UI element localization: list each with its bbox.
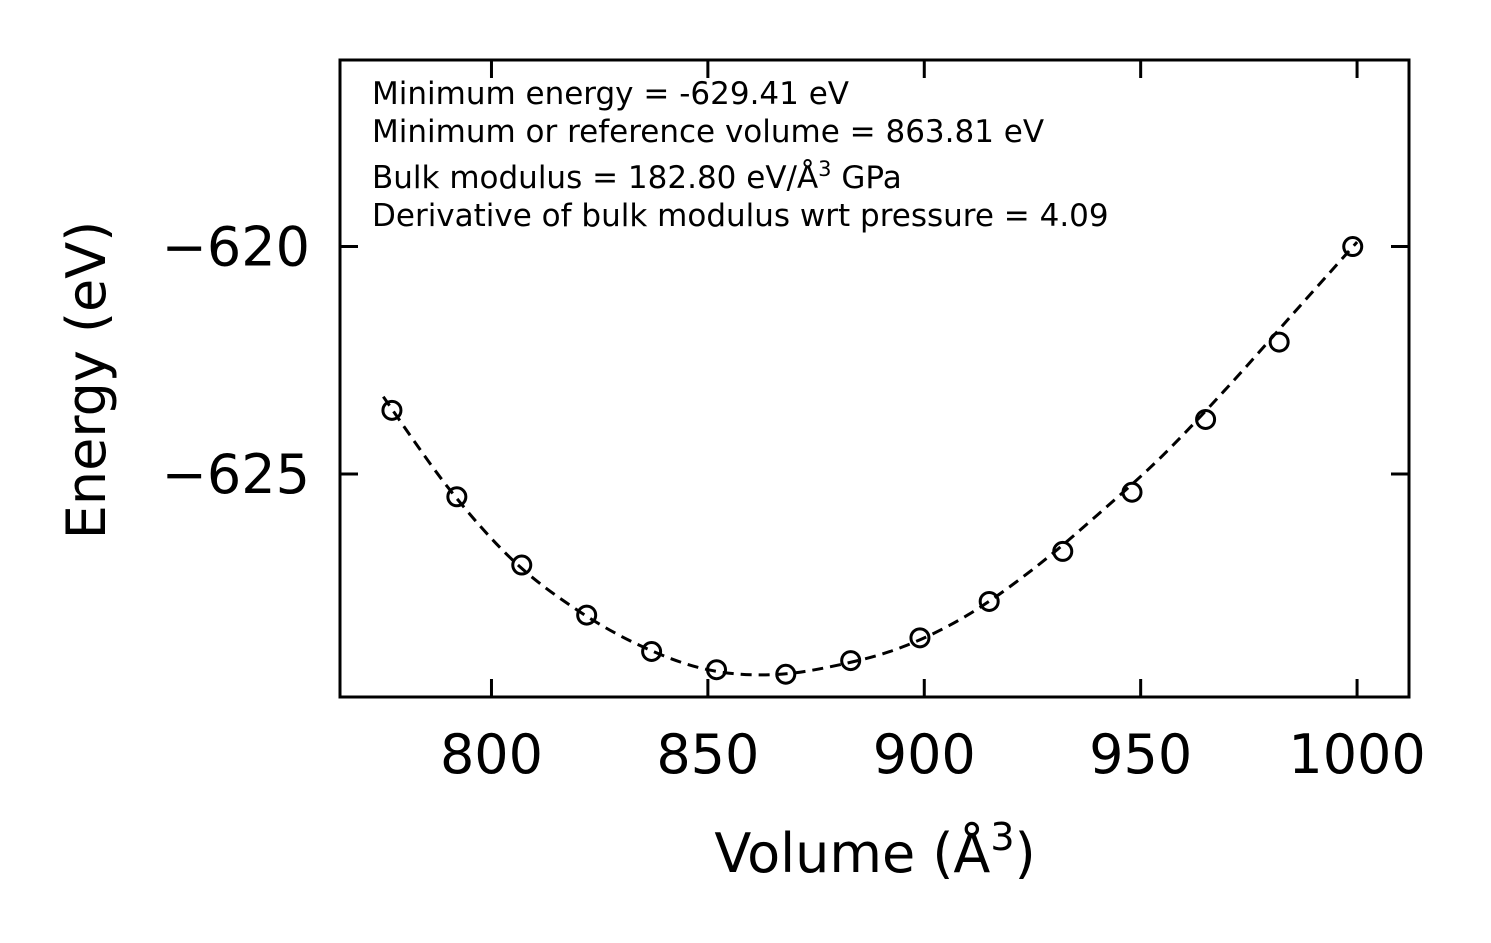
tick-labels: 800 850 900 950 1000 −620 −625 [162,216,1426,786]
data-points [381,236,1364,685]
data-point-13 [1268,331,1290,353]
data-point-2 [511,554,533,576]
bulk-modulus-sup: 3 [818,157,831,181]
data-point-3 [576,604,598,626]
data-point-1 [446,486,468,508]
annotation-min-volume: Minimum or reference volume = 863.81 eV [372,114,1044,150]
bulk-modulus-unit: GPa [832,160,902,196]
x-tick-label-800: 800 [440,723,543,786]
annotation-bulk-modulus: Bulk modulus = 182.80 eV/Å3 GPa [372,157,902,196]
data-point-5 [706,659,728,681]
data-point-10 [1052,540,1074,562]
data-point-8 [909,627,931,649]
data-point-14 [1342,236,1364,258]
annotation-min-energy: Minimum energy = -629.41 eV [372,76,849,112]
x-axis-label: Volume (Å3) [714,815,1035,885]
data-point-6 [775,663,797,685]
x-tick-label-900: 900 [873,723,976,786]
bulk-modulus-text: Bulk modulus = 182.80 eV/Å [372,160,818,196]
x-tick-label-950: 950 [1089,723,1192,786]
x-tick-label-1000: 1000 [1288,723,1425,786]
data-point-11 [1121,481,1143,503]
fit-curve [382,240,1359,677]
y-tick-label-0: −620 [162,216,310,279]
data-point-0 [381,399,403,421]
plot-frame [338,58,1411,699]
data-point-12 [1195,408,1217,430]
data-point-4 [641,641,663,662]
data-point-9 [978,590,1000,612]
y-tick-label-1: −625 [162,443,310,506]
y-axis-label: Energy (eV) [55,221,118,540]
annotation-derivative: Derivative of bulk modulus wrt pressure … [372,198,1109,234]
fit-curve-layer [382,240,1359,677]
x-tick-label-850: 850 [656,723,759,786]
axis-ticks [340,60,1409,697]
x-axis-label-text: Volume (Å [714,821,990,885]
x-axis-label-end: ) [1015,822,1036,885]
x-axis-label-sup: 3 [990,815,1014,859]
data-point-7 [840,650,862,672]
